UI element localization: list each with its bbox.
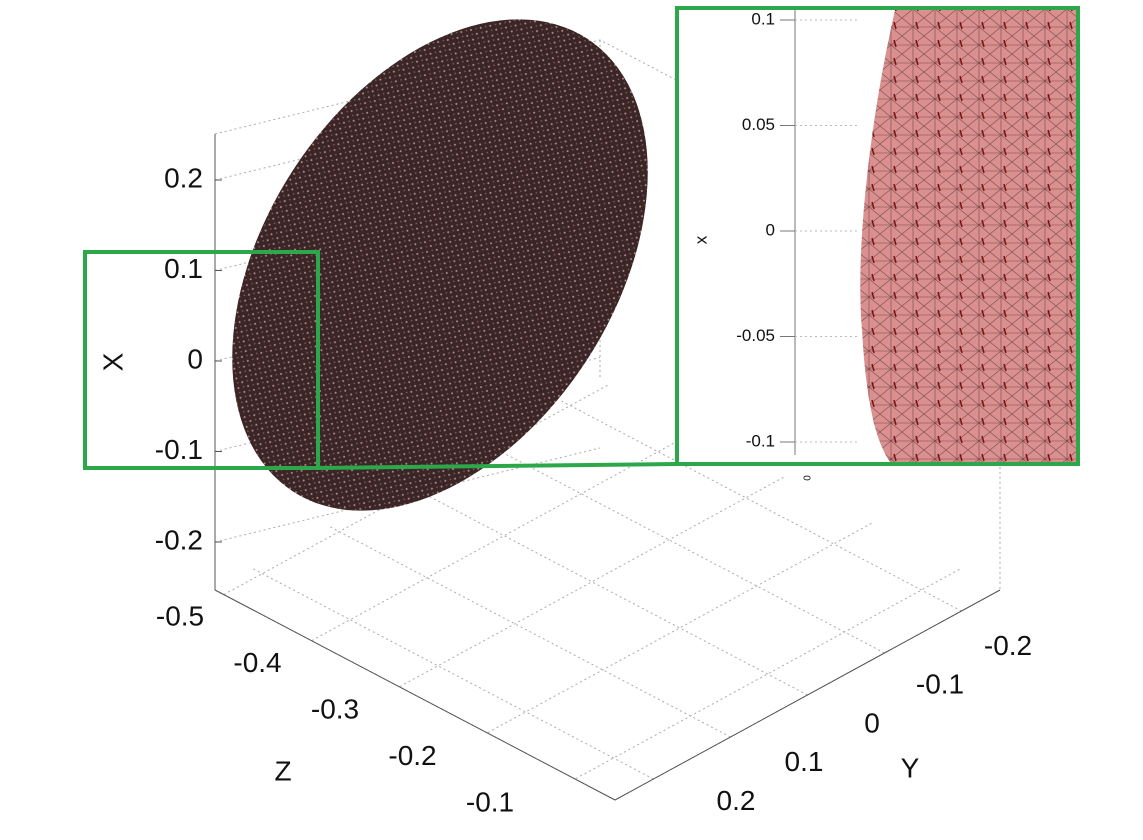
x-axis-label: X (97, 352, 128, 371)
grid-line (575, 568, 962, 780)
grid-line (330, 526, 731, 738)
grid-line (253, 568, 654, 780)
y-axis-line (614, 589, 1001, 801)
inset-y-tick-label: 0 (803, 475, 814, 481)
inset-frame (675, 6, 1080, 466)
grid-line (487, 522, 874, 734)
zoom-region (83, 250, 320, 470)
y-tick-label: -0.2 (984, 630, 1032, 661)
z-tick-label: -0.4 (233, 647, 281, 678)
x-tick-label: -0.2 (155, 524, 203, 555)
inset-surface (860, 10, 1076, 462)
x-tick-label: -0.1 (155, 434, 203, 465)
y-axis-label: Y (901, 752, 920, 783)
grid-line (484, 442, 885, 654)
inset-tick-label: -0.1 (746, 431, 775, 450)
inset-tick-label: -0.05 (736, 326, 775, 345)
z-tick-label: -0.2 (388, 740, 436, 771)
z-tick-label: -0.5 (156, 600, 204, 631)
inset: x -0.1 -0.05 0 0.05 0.1 0 (677, 8, 1078, 481)
y-tick-label: 0.2 (717, 785, 756, 816)
grid-line (399, 476, 786, 688)
inset-tick-label: 0.1 (751, 9, 775, 28)
ellipsoid-surface (232, 19, 648, 511)
x-tick-label: 0.2 (164, 162, 203, 193)
z-axis-label: Z (274, 755, 291, 786)
inset-tick-label: 0.05 (742, 115, 775, 134)
inset-tick-label: 0 (766, 220, 775, 239)
grid-line (561, 400, 962, 612)
z-tick-label: -0.1 (466, 786, 514, 817)
zoom-connector (317, 462, 678, 470)
z-axis-line (214, 589, 616, 801)
x-tick-label: 0 (187, 343, 203, 374)
grid-line (223, 384, 610, 596)
inset-x-label: x (691, 235, 710, 244)
z-tick-label: -0.3 (311, 693, 359, 724)
y-tick-label: 0.1 (785, 746, 824, 777)
y-tick-label: -0.1 (916, 669, 964, 700)
grid-line (407, 484, 808, 696)
x-tick-label: 0.1 (164, 253, 203, 284)
y-tick-label: 0 (864, 707, 880, 738)
